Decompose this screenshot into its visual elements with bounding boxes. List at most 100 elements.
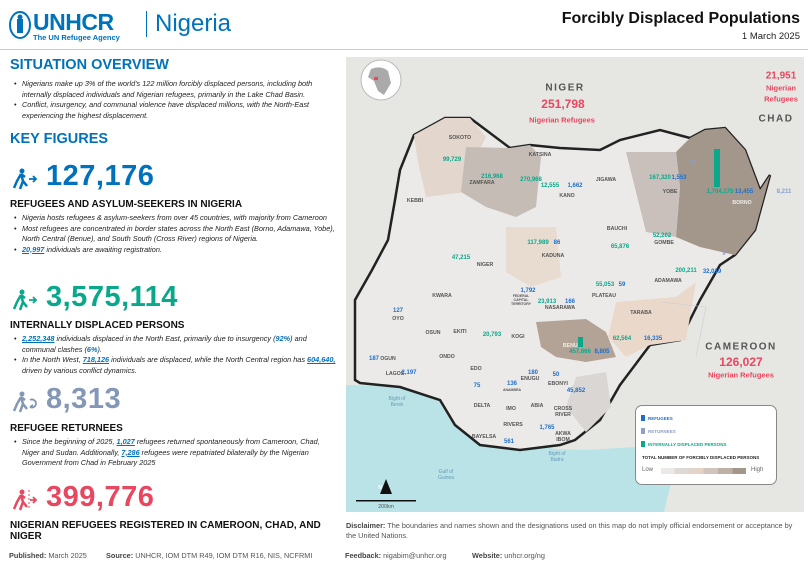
published-label: Published: (9, 551, 47, 560)
africa-shape (368, 67, 391, 95)
state-kaduna: KADUNA (541, 253, 565, 259)
rivers-refugees: 561 (503, 439, 515, 445)
idp-icon (12, 289, 38, 311)
lagos-refugees: 2,197 (401, 370, 417, 376)
state-sokoto: SOKOTO (448, 135, 472, 141)
state-kebbi: KEBBI (406, 198, 424, 204)
cross-river-region (566, 372, 611, 432)
chad-refugees-count: 21,951 (765, 70, 797, 82)
yobe-refugees: 1,553 (671, 175, 687, 181)
idps-list: 2,252,348 individuals displaced in the N… (12, 334, 337, 376)
state-fct: FEDERAL CAPITAL TERRITORY (510, 294, 532, 306)
bullet-text: ) and communal clashes ( (22, 334, 307, 354)
website-link[interactable]: unhcr.org/ng (502, 551, 545, 560)
state-delta: DELTA (473, 403, 491, 409)
benue-region (536, 319, 616, 362)
borno-region (676, 128, 770, 255)
published-value: March 2025 (46, 551, 87, 560)
gombe-idps: 52,202 (652, 233, 672, 239)
map[interactable]: N 200km NIGER 251,798 Nigerian Refugees … (346, 57, 804, 512)
overview-bullet: Nigerians make up 3% of the world's 122 … (12, 79, 337, 100)
bullet-text: individuals are displaced, while the Nor… (109, 355, 308, 364)
nigerian-refugee-icon (12, 489, 38, 511)
state-benue: BENUE (562, 343, 582, 349)
idps-total: 3,575,114 (46, 281, 178, 313)
refugees-bullet: 20,997 individuals are awaiting registra… (12, 245, 337, 256)
published: Published: March 2025 (9, 551, 87, 560)
returnee-legend-icon (641, 428, 645, 434)
website: Website: unhcr.org/ng (472, 551, 545, 560)
legend-scale-title: TOTAL NUMBER OF FORCIBLY DISPLACED PERSO… (642, 455, 760, 460)
chad-refugees-label: Refugees (764, 94, 798, 104)
map-legend: REFUGEES RETURNEES INTERNALLY DISPLACED … (635, 405, 777, 485)
taraba-region (608, 282, 696, 357)
state-abia: ABIA (530, 403, 544, 409)
header: UNHCR The UN Refugee Agency Nigeria Forc… (0, 0, 808, 50)
scale-bar (356, 500, 416, 502)
niger-refugees-label: Nigerian Refugees (529, 115, 595, 125)
refugees-total: 127,176 (46, 160, 155, 192)
state-edo: EDO (470, 366, 482, 372)
state-akwa-ibom: AKWA IBOM (555, 431, 571, 443)
state-rivers: RIVERS (503, 422, 523, 428)
state-lagos: LAGOS (385, 371, 405, 377)
spontaneous-returnees: 1,027 (116, 437, 135, 446)
website-label: Website: (472, 551, 503, 560)
katsina-idps: 270,968 (520, 177, 542, 183)
zamfara-katsina-region (461, 145, 541, 217)
scale-label: 200km (378, 504, 394, 510)
page-title: Forcibly Displaced Populations (561, 10, 800, 27)
bullet-text: driven by various conflict dynamics. (22, 365, 137, 375)
state-zamfara: ZAMFARA (469, 180, 495, 186)
refugee-icon (12, 168, 38, 190)
report-date: 1 March 2025 (741, 31, 800, 42)
source-value: UNHCR, IOM DTM R49, IOM DTM R16, NIS, NC… (133, 551, 313, 560)
communal-percent: 6% (86, 344, 98, 354)
overview-bullet: Conflict, insurgency, and communal viole… (12, 100, 337, 121)
chad-refugees-label: Nigerian (765, 83, 797, 93)
bullet-text: In the North West, (22, 355, 83, 364)
nigerian-refugees-total: 399,776 (46, 481, 155, 513)
bauchi-idps: 65,876 (610, 244, 630, 250)
refugees-list: Nigeria hosts refugees & asylum-seekers … (12, 213, 337, 255)
state-oyo: OYO (392, 316, 404, 322)
refugees-bullet: Most refugees are concentrated in border… (12, 224, 337, 245)
returnees-list: Since the beginning of 2025, 1,027 refug… (12, 437, 337, 469)
state-borno: BORNO (732, 200, 752, 206)
state-enugu: ENUGU (520, 376, 540, 382)
feedback: Feedback: nigabim@unhcr.org (345, 551, 447, 560)
north-arrow-icon (380, 479, 392, 494)
bullet-text: refugees were repatriated bilaterally by… (22, 447, 309, 468)
returnees-total: 8,313 (46, 383, 122, 415)
disclaimer-label: Disclaimer: (346, 521, 386, 530)
refugees-label: REFUGEES AND ASYLUM-SEEKERS IN NIGERIA (10, 199, 243, 210)
bight-of-biafra: Bight of Biafra (548, 451, 566, 463)
nasarawa-idps: 23,913 (537, 299, 557, 305)
refugees-bullet: Nigeria hosts refugees & asylum-seekers … (12, 213, 337, 224)
adamawa-idps: 200,211 (675, 268, 697, 274)
ogun-refugees: 187 (368, 356, 380, 362)
benue-idps: 457,666 (569, 349, 591, 355)
returnees-bullet: Since the beginning of 2025, 1,027 refug… (12, 437, 337, 469)
kaduna-refugees: 86 (553, 240, 561, 246)
borno-idp-bar (714, 149, 720, 187)
feedback-email[interactable]: nigabim@unhcr.org (381, 551, 447, 560)
country-name: Nigeria (146, 11, 231, 37)
state-niger: NIGER (476, 262, 494, 268)
plateau-refugees: 59 (618, 282, 626, 288)
key-figures-heading: KEY FIGURES (10, 131, 109, 147)
enugu-refugees: 180 (527, 370, 539, 376)
insurgency-percent: 92% (275, 334, 291, 343)
oyo-refugees: 127 (392, 308, 404, 314)
niger-refugees-count: 251,798 (541, 97, 585, 111)
logo-tagline: The UN Refugee Agency (33, 33, 120, 42)
state-kano: KANO (559, 193, 575, 199)
source-label: Source: (106, 551, 134, 560)
north-label: N (378, 485, 382, 491)
country-niger: NIGER (545, 82, 585, 94)
bullet-text: Since the beginning of 2025, (22, 437, 117, 446)
awaiting-registration-count: 20,997 (22, 244, 45, 254)
nigerian-refugees-label: NIGERIAN REFUGEES REGISTERED IN CAMEROON… (10, 520, 321, 542)
adamawa-refugees: 32,019 (702, 269, 722, 275)
state-jigawa: JIGAWA (595, 177, 617, 183)
